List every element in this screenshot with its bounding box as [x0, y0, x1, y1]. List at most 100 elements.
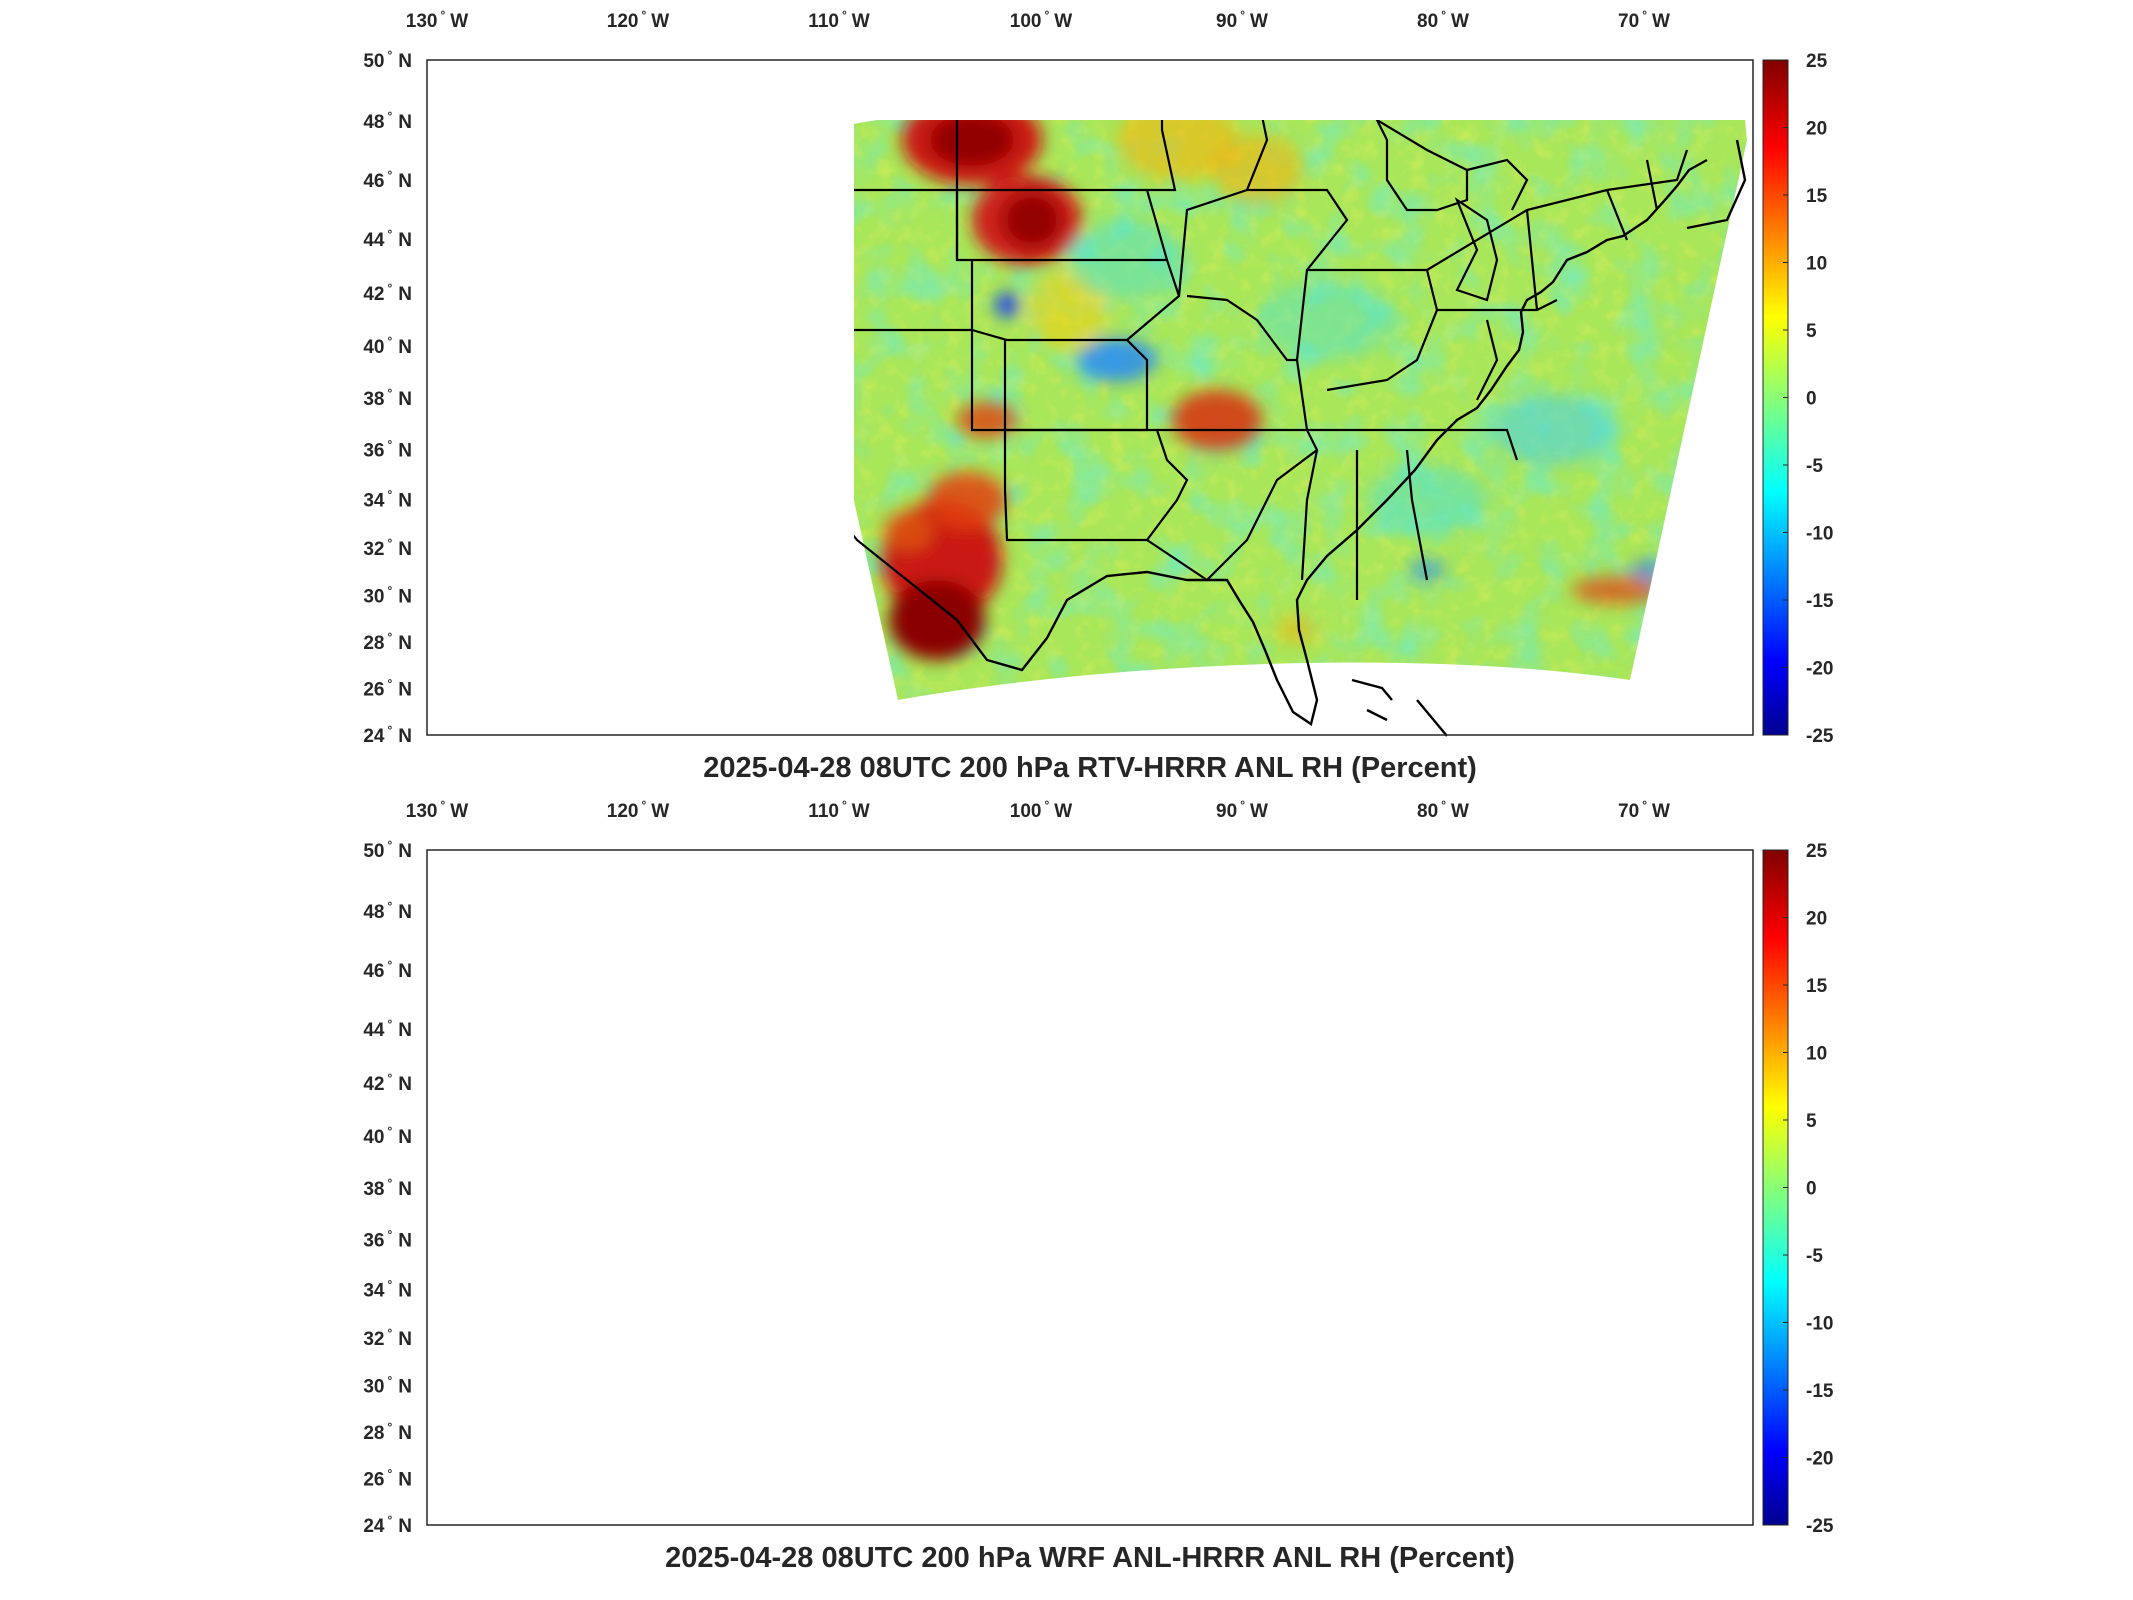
rh-anomaly-region: [1409, 558, 1445, 582]
state-boundary: [970, 330, 1067, 542]
colorbar-tick-label: 10: [1806, 1044, 1827, 1065]
colorbar-tick-label: 25: [1806, 51, 1828, 72]
state-boundary: [1605, 159, 1659, 241]
rh-anomaly-region: [1277, 616, 1317, 644]
latitude-tick-label: 42 ° N: [363, 281, 412, 305]
latitude-tick-label: 24 ° N: [363, 723, 412, 747]
panel-title: 2025-04-28 08UTC 200 hPa WRF ANL-HRRR AN…: [665, 1542, 1515, 1574]
rh-anomaly-region: [1027, 270, 1107, 350]
longitude-tick-label: 120 ° W: [607, 798, 670, 822]
longitude-tick-label: 130 ° W: [406, 798, 469, 822]
latitude-tick-label: 46 ° N: [363, 958, 412, 982]
latitude-tick-label: 46 ° N: [363, 168, 412, 192]
longitude-tick-label: 130 ° W: [406, 8, 469, 32]
latitude-tick-label: 26 ° N: [363, 676, 412, 700]
rh-anomaly-region: [1117, 120, 1237, 180]
longitude-tick-label: 110 ° W: [808, 798, 869, 822]
latitude-tick-label: 40 ° N: [363, 1124, 412, 1148]
rh-anomaly-region: [930, 120, 1014, 166]
colorbar-tick-label: -5: [1806, 1246, 1823, 1267]
map-background: [427, 850, 1753, 1525]
rh-anomaly-region: [1492, 395, 1612, 465]
panel-title: 2025-04-28 08UTC 200 hPa RTV-HRRR ANL RH…: [703, 752, 1477, 784]
rh-anomaly-region: [1002, 192, 1062, 248]
latitude-tick-label: 48 ° N: [363, 109, 412, 133]
latitude-tick-label: 38 ° N: [363, 386, 412, 410]
state-boundary: [854, 534, 908, 581]
longitude-tick-label: 110 ° W: [808, 8, 869, 32]
map-panel: 130 ° W 120 ° W 110 ° W 100 ° W 90 ° W 80 ° W 70 ° W 50 ° N 48 ° N…: [363, 8, 1834, 784]
state-boundary: [1247, 188, 1349, 431]
state-boundary: [1177, 120, 1269, 297]
state-boundary: [955, 189, 1169, 261]
latitude-tick-label: 28 ° N: [363, 630, 412, 654]
rh-anomaly-region: [995, 293, 1019, 317]
state-boundary: [957, 120, 1177, 192]
latitude-tick-label: 34 ° N: [363, 1277, 412, 1301]
colorbar-tick-label: -20: [1806, 659, 1833, 680]
caribbean-islands: [1351, 678, 1448, 737]
latitude-tick-label: 28 ° N: [363, 1420, 412, 1444]
latitude-tick-label: 34 ° N: [363, 487, 412, 511]
longitude-tick-label: 80 ° W: [1417, 8, 1469, 32]
colorbar-tick-label: 20: [1806, 119, 1827, 140]
map-frame: [426, 59, 1754, 736]
rh-anomaly-region: [889, 580, 985, 660]
rh-anomaly-region: [1257, 280, 1397, 360]
longitude-tick-label: 100 ° W: [1010, 8, 1073, 32]
latitude-tick-label: 44 ° N: [363, 1017, 412, 1041]
state-boundary: [1375, 120, 1469, 212]
colorbar-tick-label: 15: [1806, 186, 1828, 207]
map-panel: 130 ° W 120 ° W 110 ° W 100 ° W 90 ° W 80 ° W 70 ° W 50 ° N 48 ° N…: [363, 798, 1834, 1574]
longitude-tick-label: 90 ° W: [1216, 8, 1268, 32]
latitude-tick-label: 24 ° N: [363, 1513, 412, 1537]
state-boundary: [1186, 294, 1297, 362]
latitude-tick-label: 40 ° N: [363, 334, 412, 358]
rh-anomaly-region: [1572, 576, 1662, 604]
state-boundary: [1300, 449, 1429, 600]
colorbar-tick-label: 5: [1806, 1111, 1817, 1132]
colorbar-tick-label: 25: [1806, 841, 1828, 862]
colorbar-tick-label: -15: [1806, 591, 1834, 612]
latitude-tick-label: 50 ° N: [363, 48, 412, 72]
longitude-tick-label: 80 ° W: [1417, 798, 1469, 822]
colorbar-tick-label: -10: [1806, 524, 1833, 545]
colorbar-tick-label: -10: [1806, 1314, 1833, 1335]
latitude-tick-label: 26 ° N: [363, 1466, 412, 1490]
latitude-tick-label: 50 ° N: [363, 838, 412, 862]
colorbar-tick-label: -25: [1806, 726, 1834, 747]
longitude-tick-label: 70 ° W: [1618, 798, 1670, 822]
longitude-tick-label: 70 ° W: [1618, 8, 1670, 32]
latitude-tick-label: 42 ° N: [363, 1071, 412, 1095]
colorbar-tick-label: 10: [1806, 254, 1827, 275]
latitude-tick-label: 32 ° N: [363, 536, 412, 560]
state-boundary: [1307, 428, 1519, 461]
longitude-tick-label: 120 ° W: [607, 8, 670, 32]
state-boundary: [1476, 209, 1539, 401]
colorbar-tick-label: -5: [1806, 456, 1823, 477]
colorbar-tick-label: 0: [1806, 1179, 1817, 1200]
colorbar-tick-label: -25: [1806, 1516, 1834, 1537]
colorbar-tick-label: -20: [1806, 1449, 1833, 1470]
state-boundary: [1466, 158, 1529, 211]
colorbar-tick-label: 5: [1806, 321, 1817, 342]
colorbar-tick-label: 20: [1806, 909, 1827, 930]
colorbar-tick-label: -15: [1806, 1381, 1834, 1402]
latitude-tick-label: 32 ° N: [363, 1326, 412, 1350]
rh-anomaly-region: [1172, 390, 1262, 450]
latitude-tick-label: 36 ° N: [363, 437, 412, 461]
rh-anomaly-region: [1367, 465, 1487, 535]
state-boundary: [1307, 268, 1439, 392]
rh-anomaly-region: [1077, 338, 1157, 382]
latitude-tick-label: 44 ° N: [363, 227, 412, 251]
rh-anomaly-region: [1212, 135, 1302, 205]
latitude-tick-label: 30 ° N: [363, 583, 412, 607]
rh-anomaly-region: [957, 402, 1017, 438]
state-boundary: [971, 258, 1181, 342]
longitude-tick-label: 90 ° W: [1216, 798, 1268, 822]
latitude-tick-label: 38 ° N: [363, 1176, 412, 1200]
colorbar-tick-label: 0: [1806, 389, 1817, 410]
latitude-tick-label: 48 ° N: [363, 899, 412, 923]
colorbar-tick-label: 15: [1806, 976, 1828, 997]
